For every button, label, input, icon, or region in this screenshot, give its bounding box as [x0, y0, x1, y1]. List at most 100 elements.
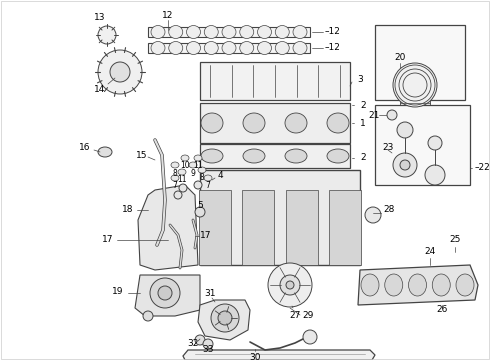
Ellipse shape	[275, 41, 289, 54]
Circle shape	[195, 335, 205, 345]
Ellipse shape	[275, 26, 289, 39]
Circle shape	[143, 311, 153, 321]
Ellipse shape	[204, 26, 218, 39]
Ellipse shape	[201, 149, 223, 163]
Circle shape	[286, 281, 294, 289]
Ellipse shape	[171, 162, 179, 168]
Bar	[148, 43, 310, 53]
Ellipse shape	[201, 113, 223, 133]
Text: 17: 17	[102, 235, 114, 244]
Ellipse shape	[240, 26, 254, 39]
Ellipse shape	[151, 41, 165, 54]
Bar	[199, 190, 231, 265]
Polygon shape	[358, 265, 478, 305]
Ellipse shape	[243, 149, 265, 163]
Text: 21: 21	[368, 112, 380, 121]
Text: 3: 3	[357, 76, 363, 85]
Bar	[375, 25, 465, 100]
Ellipse shape	[240, 41, 254, 54]
Ellipse shape	[187, 26, 200, 39]
Ellipse shape	[169, 26, 183, 39]
Circle shape	[194, 181, 202, 189]
Circle shape	[158, 286, 172, 300]
Ellipse shape	[409, 274, 426, 296]
Polygon shape	[135, 275, 200, 316]
Text: 11: 11	[177, 175, 187, 184]
Polygon shape	[138, 185, 198, 270]
Circle shape	[425, 165, 445, 185]
Ellipse shape	[258, 41, 271, 54]
Text: 5: 5	[197, 201, 203, 210]
Circle shape	[98, 26, 116, 44]
Ellipse shape	[293, 26, 307, 39]
Text: 19: 19	[112, 288, 124, 297]
Text: 9: 9	[191, 168, 196, 177]
Text: 4: 4	[217, 171, 223, 180]
Polygon shape	[198, 300, 250, 340]
Circle shape	[393, 63, 437, 107]
Text: 16: 16	[79, 144, 91, 153]
Circle shape	[393, 153, 417, 177]
Text: –22: –22	[475, 163, 490, 172]
Circle shape	[400, 160, 410, 170]
Ellipse shape	[194, 155, 202, 161]
Text: 2: 2	[360, 100, 366, 109]
Circle shape	[110, 62, 130, 82]
Circle shape	[268, 263, 312, 307]
Circle shape	[387, 110, 397, 120]
Circle shape	[428, 136, 442, 150]
Text: 1: 1	[360, 118, 366, 127]
Ellipse shape	[385, 274, 403, 296]
Text: 7: 7	[206, 181, 210, 190]
Ellipse shape	[258, 26, 271, 39]
Circle shape	[303, 330, 317, 344]
Bar	[375, 105, 470, 185]
Polygon shape	[183, 350, 375, 360]
Ellipse shape	[285, 113, 307, 133]
Text: –12: –12	[325, 27, 341, 36]
Text: 18: 18	[122, 206, 134, 215]
Text: 30: 30	[249, 354, 261, 360]
Text: 8: 8	[199, 174, 204, 183]
Text: 20: 20	[394, 53, 406, 62]
Ellipse shape	[189, 162, 197, 168]
Ellipse shape	[151, 26, 165, 39]
Text: 23: 23	[382, 144, 393, 153]
Ellipse shape	[222, 26, 236, 39]
Text: 13: 13	[94, 13, 106, 22]
Circle shape	[98, 50, 142, 94]
Text: 14: 14	[94, 85, 106, 94]
Text: 2: 2	[360, 153, 366, 162]
Bar	[200, 103, 350, 143]
Ellipse shape	[285, 149, 307, 163]
Circle shape	[203, 339, 213, 349]
Circle shape	[179, 184, 187, 192]
Text: 11: 11	[193, 162, 203, 171]
Text: 27: 27	[289, 310, 301, 320]
Circle shape	[280, 275, 300, 295]
Text: 24: 24	[424, 248, 436, 256]
Ellipse shape	[181, 155, 189, 161]
Bar	[286, 190, 318, 265]
Ellipse shape	[204, 41, 218, 54]
Ellipse shape	[327, 113, 349, 133]
Text: 29: 29	[302, 310, 314, 320]
Ellipse shape	[204, 175, 212, 181]
Ellipse shape	[456, 274, 474, 296]
Text: 32: 32	[187, 339, 198, 348]
Text: 17: 17	[200, 231, 212, 240]
Text: 31: 31	[204, 288, 216, 297]
Bar	[400, 94, 430, 112]
Text: 10: 10	[180, 162, 190, 171]
Text: 7: 7	[172, 181, 177, 190]
Ellipse shape	[432, 274, 450, 296]
Circle shape	[397, 122, 413, 138]
Circle shape	[195, 207, 205, 217]
Text: 26: 26	[436, 306, 448, 315]
Text: 12: 12	[162, 10, 173, 19]
Bar	[200, 62, 350, 100]
Ellipse shape	[222, 41, 236, 54]
Ellipse shape	[178, 169, 186, 175]
Bar	[148, 27, 310, 37]
Text: 15: 15	[136, 150, 148, 159]
